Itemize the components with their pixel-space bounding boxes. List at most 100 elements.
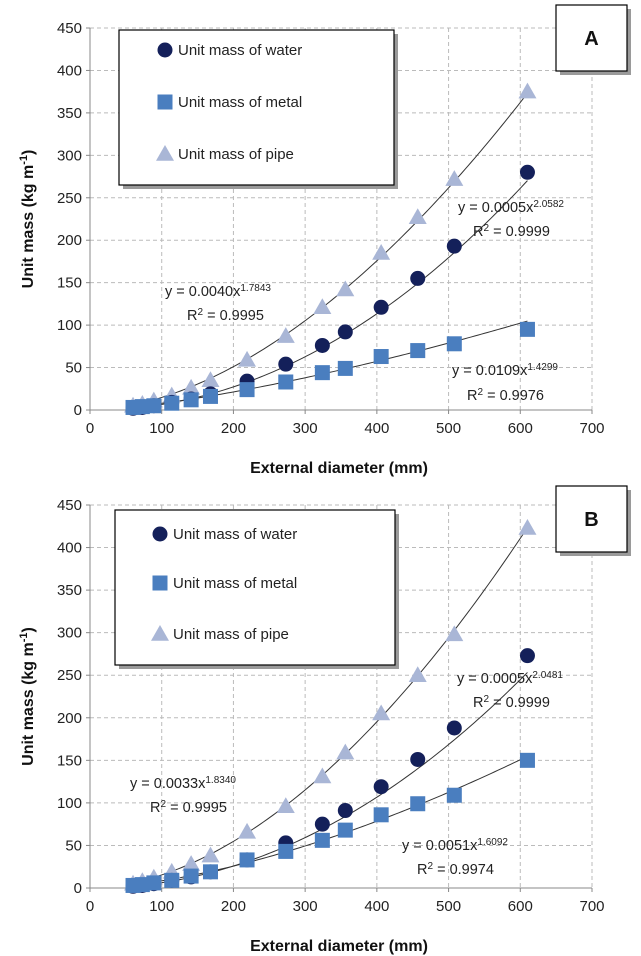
r2-value: = 0.9995 <box>203 308 264 324</box>
r2-superscript: 2 <box>197 307 203 318</box>
point-series-1-10 <box>373 349 389 365</box>
point-series-1-3 <box>164 395 180 411</box>
y-tick-label: 450 <box>57 20 82 37</box>
r2-value: = 0.9974 <box>433 862 494 878</box>
point-series-0-12 <box>446 238 462 254</box>
x-tick-label: 500 <box>436 898 461 915</box>
y-tick-label: 150 <box>57 752 82 769</box>
r2-label: R <box>467 388 477 404</box>
legend-label-1: Unit mass of metal <box>173 575 297 592</box>
y-tick-label: 200 <box>57 232 82 249</box>
legend: Unit mass of water Unit mass of metal Unit… <box>114 509 399 669</box>
point-series-1-1 <box>134 399 150 415</box>
panel-label: B <box>584 509 598 531</box>
y-axis-title-main: Unit mass (kg m <box>20 165 37 289</box>
y-tick-label: 0 <box>74 880 82 897</box>
point-series-2-7 <box>276 327 295 343</box>
point-series-2-6 <box>238 822 257 839</box>
chart-a: 0 50 100 150 200 250 300 350 400 450 0 100 200 300 400… <box>18 4 631 477</box>
equation-series-0: y = 0.0005x2.0582 <box>458 199 564 217</box>
point-series-1-6 <box>239 852 255 868</box>
trendline-series-2 <box>131 527 528 884</box>
point-series-2-10 <box>372 243 391 260</box>
point-series-0-9 <box>337 324 353 340</box>
panel-label-frame <box>555 4 628 72</box>
y-tick-label: 400 <box>57 62 82 79</box>
point-series-0-7 <box>278 356 294 372</box>
point-series-1-6 <box>239 382 255 398</box>
point-series-0-9 <box>337 803 353 819</box>
point-series-1-13 <box>519 321 535 337</box>
point-series-1-8 <box>314 832 330 848</box>
y-tick-label: 300 <box>57 625 82 642</box>
point-series-0-11 <box>410 751 426 767</box>
point-series-0-11 <box>410 270 426 286</box>
equation-exponent: 1.4299 <box>527 362 558 373</box>
point-series-2-13 <box>518 518 537 535</box>
point-series-0-10 <box>373 779 389 795</box>
equation-exponent: 1.8340 <box>205 775 236 786</box>
equation-series-2: y = 0.0033x1.8340 <box>130 775 236 793</box>
point-series-2-6 <box>238 350 257 367</box>
point-series-2-9 <box>336 743 355 760</box>
x-tick-label: 500 <box>436 420 461 437</box>
point-series-2-10 <box>372 704 391 721</box>
y-tick-label: 150 <box>57 275 82 292</box>
legend-marker-1 <box>157 94 173 110</box>
point-series-1-2 <box>146 398 162 414</box>
x-tick-label: 600 <box>508 420 533 437</box>
y-axis-title: Unit mass (kg m-1) <box>18 627 37 766</box>
y-tick-label: 350 <box>57 582 82 599</box>
legend: Unit mass of water Unit mass of metal Unit… <box>118 29 398 189</box>
r2-label: R <box>417 862 427 878</box>
point-series-1-10 <box>373 807 389 823</box>
legend-marker-2 <box>156 145 174 161</box>
point-series-1-12 <box>446 787 462 803</box>
r2-superscript: 2 <box>477 387 483 398</box>
point-series-1-2 <box>146 875 162 891</box>
r2-label: R <box>187 308 197 324</box>
x-tick-label: 0 <box>86 420 94 437</box>
legend-marker-0 <box>152 526 168 542</box>
legend-label-0: Unit mass of water <box>173 526 297 543</box>
equation-prefix: y = 0.0109x <box>452 363 528 379</box>
y-tick-label: 100 <box>57 317 82 334</box>
point-series-2-5 <box>201 846 220 863</box>
point-series-2-5 <box>201 371 220 388</box>
r2-label: R <box>150 800 160 816</box>
y-axis-title-close: ) <box>20 150 37 155</box>
y-axis-title-sup: -1 <box>18 632 30 642</box>
point-series-2-12 <box>445 625 464 642</box>
point-series-2-8 <box>313 298 332 315</box>
equation-prefix: y = 0.0005x <box>457 671 533 687</box>
panel-label-frame <box>555 485 628 553</box>
point-series-1-5 <box>202 388 218 404</box>
point-series-1-4 <box>183 392 199 408</box>
equation-series-1: y = 0.0109x1.4299 <box>452 362 558 380</box>
y-axis-title-sup: -1 <box>18 155 30 165</box>
point-series-2-4 <box>182 855 201 871</box>
y-tick-label: 200 <box>57 710 82 727</box>
legend-label-2: Unit mass of pipe <box>173 626 289 643</box>
x-tick-label: 600 <box>508 898 533 915</box>
point-series-1-7 <box>278 843 294 859</box>
x-tick-label: 100 <box>149 898 174 915</box>
r-squared-series-1: R2 = 0.9976 <box>467 387 544 405</box>
point-series-1-12 <box>446 336 462 352</box>
r2-value: = 0.9976 <box>483 388 544 404</box>
equation-prefix: y = 0.0005x <box>458 200 534 216</box>
y-tick-label: 450 <box>57 497 82 514</box>
x-tick-label: 400 <box>364 420 389 437</box>
y-axis-title-main: Unit mass (kg m <box>20 642 37 766</box>
y-tick-label: 0 <box>74 402 82 419</box>
point-series-1-3 <box>164 872 180 888</box>
y-tick-label: 400 <box>57 540 82 557</box>
equation-prefix: y = 0.0040x <box>165 284 241 300</box>
r2-value: = 0.9999 <box>489 224 550 240</box>
y-tick-label: 100 <box>57 795 82 812</box>
equation-series-0: y = 0.0005x2.0481 <box>457 670 563 688</box>
x-tick-label: 100 <box>149 420 174 437</box>
panel-label-box: B <box>555 485 631 556</box>
r2-superscript: 2 <box>427 861 433 872</box>
